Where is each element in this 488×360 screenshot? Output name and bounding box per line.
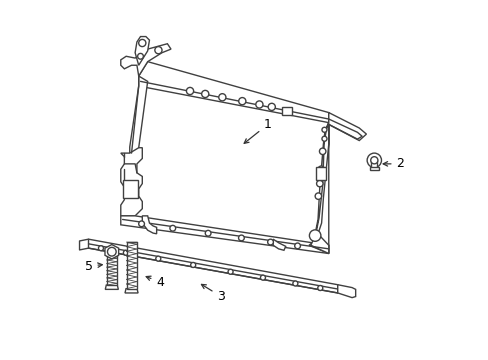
Text: 3: 3 [201,284,224,303]
Circle shape [316,180,323,187]
Polygon shape [328,113,366,140]
Circle shape [370,157,377,164]
Circle shape [169,225,175,231]
Polygon shape [337,285,355,298]
Circle shape [366,153,381,167]
Circle shape [139,221,144,227]
Circle shape [107,247,116,256]
Polygon shape [310,113,328,253]
Circle shape [267,103,275,111]
Polygon shape [308,113,328,253]
Text: 2: 2 [383,157,404,170]
Polygon shape [125,289,138,293]
Circle shape [186,87,193,95]
Polygon shape [121,216,328,253]
Bar [369,167,378,170]
Text: 4: 4 [146,276,164,289]
Polygon shape [142,216,156,234]
Circle shape [190,262,195,267]
Circle shape [137,53,143,59]
Polygon shape [273,239,285,250]
Text: 5: 5 [84,260,102,273]
Circle shape [238,98,245,105]
Circle shape [321,127,326,132]
Circle shape [205,230,211,236]
Circle shape [317,285,322,291]
Circle shape [309,230,320,241]
Circle shape [292,281,297,286]
Circle shape [238,235,244,241]
Polygon shape [106,249,117,285]
Circle shape [267,239,273,245]
Circle shape [317,166,324,172]
Polygon shape [105,244,119,259]
Polygon shape [105,285,118,289]
Circle shape [260,275,265,280]
Circle shape [155,46,162,54]
Polygon shape [139,62,328,123]
Circle shape [139,40,145,46]
Text: 1: 1 [244,118,271,143]
Bar [123,180,137,198]
Bar [281,107,292,115]
Bar [316,167,325,180]
Circle shape [319,148,325,154]
Polygon shape [121,148,142,216]
Circle shape [314,193,321,199]
Polygon shape [88,239,337,293]
Circle shape [218,94,225,101]
Polygon shape [126,242,136,289]
Circle shape [123,250,128,255]
Circle shape [255,101,263,108]
Polygon shape [121,44,171,76]
Polygon shape [129,76,147,157]
Circle shape [321,136,326,141]
Circle shape [201,90,208,98]
Circle shape [294,243,300,249]
Circle shape [98,246,103,251]
Circle shape [156,256,161,261]
Polygon shape [135,37,149,65]
Bar [371,160,376,168]
Circle shape [227,269,233,274]
